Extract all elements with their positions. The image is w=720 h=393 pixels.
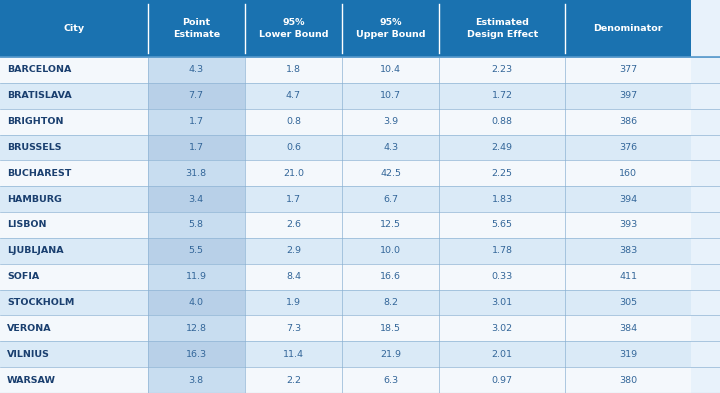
- FancyBboxPatch shape: [245, 160, 342, 186]
- FancyBboxPatch shape: [565, 186, 691, 212]
- FancyBboxPatch shape: [439, 212, 565, 238]
- FancyBboxPatch shape: [342, 160, 439, 186]
- FancyBboxPatch shape: [439, 316, 565, 341]
- Text: 0.97: 0.97: [492, 376, 513, 385]
- FancyBboxPatch shape: [439, 83, 565, 109]
- Text: 10.7: 10.7: [380, 91, 401, 100]
- Text: 3.8: 3.8: [189, 376, 204, 385]
- Text: 397: 397: [619, 91, 637, 100]
- FancyBboxPatch shape: [245, 134, 342, 160]
- FancyBboxPatch shape: [0, 134, 148, 160]
- Text: 18.5: 18.5: [380, 324, 401, 333]
- Text: 1.72: 1.72: [492, 91, 513, 100]
- Text: 5.8: 5.8: [189, 220, 204, 230]
- Text: Denominator: Denominator: [593, 24, 663, 33]
- FancyBboxPatch shape: [0, 212, 148, 238]
- FancyBboxPatch shape: [439, 367, 565, 393]
- FancyBboxPatch shape: [342, 238, 439, 264]
- FancyBboxPatch shape: [148, 212, 245, 238]
- FancyBboxPatch shape: [148, 160, 245, 186]
- FancyBboxPatch shape: [245, 238, 342, 264]
- FancyBboxPatch shape: [342, 109, 439, 134]
- FancyBboxPatch shape: [245, 0, 342, 57]
- Text: 7.3: 7.3: [286, 324, 301, 333]
- FancyBboxPatch shape: [0, 109, 148, 134]
- Text: BRATISLAVA: BRATISLAVA: [7, 91, 72, 100]
- FancyBboxPatch shape: [148, 186, 245, 212]
- Text: 12.5: 12.5: [380, 220, 401, 230]
- Text: 319: 319: [619, 350, 637, 359]
- Text: 10.4: 10.4: [380, 65, 401, 74]
- FancyBboxPatch shape: [565, 367, 691, 393]
- Text: 21.0: 21.0: [283, 169, 304, 178]
- Text: 7.7: 7.7: [189, 91, 204, 100]
- Text: 31.8: 31.8: [186, 169, 207, 178]
- Text: 393: 393: [619, 220, 637, 230]
- FancyBboxPatch shape: [148, 316, 245, 341]
- FancyBboxPatch shape: [148, 0, 245, 57]
- FancyBboxPatch shape: [0, 57, 148, 83]
- FancyBboxPatch shape: [439, 134, 565, 160]
- Text: 4.3: 4.3: [189, 65, 204, 74]
- FancyBboxPatch shape: [342, 0, 439, 57]
- FancyBboxPatch shape: [0, 160, 148, 186]
- FancyBboxPatch shape: [342, 367, 439, 393]
- Text: City: City: [63, 24, 84, 33]
- Text: 4.0: 4.0: [189, 298, 204, 307]
- FancyBboxPatch shape: [342, 316, 439, 341]
- FancyBboxPatch shape: [0, 238, 148, 264]
- FancyBboxPatch shape: [0, 367, 148, 393]
- Text: HAMBURG: HAMBURG: [7, 195, 62, 204]
- FancyBboxPatch shape: [148, 109, 245, 134]
- FancyBboxPatch shape: [565, 264, 691, 290]
- FancyBboxPatch shape: [148, 367, 245, 393]
- FancyBboxPatch shape: [439, 290, 565, 316]
- FancyBboxPatch shape: [342, 57, 439, 83]
- FancyBboxPatch shape: [0, 264, 148, 290]
- FancyBboxPatch shape: [0, 0, 148, 57]
- Text: 1.9: 1.9: [286, 298, 301, 307]
- FancyBboxPatch shape: [245, 290, 342, 316]
- FancyBboxPatch shape: [439, 57, 565, 83]
- Text: LJUBLJANA: LJUBLJANA: [7, 246, 64, 255]
- Text: 380: 380: [619, 376, 637, 385]
- FancyBboxPatch shape: [148, 290, 245, 316]
- Text: 160: 160: [619, 169, 637, 178]
- FancyBboxPatch shape: [245, 367, 342, 393]
- FancyBboxPatch shape: [565, 83, 691, 109]
- FancyBboxPatch shape: [245, 186, 342, 212]
- FancyBboxPatch shape: [342, 341, 439, 367]
- Text: 12.8: 12.8: [186, 324, 207, 333]
- FancyBboxPatch shape: [245, 316, 342, 341]
- FancyBboxPatch shape: [342, 212, 439, 238]
- Text: 0.8: 0.8: [286, 117, 301, 126]
- Text: 394: 394: [619, 195, 637, 204]
- Text: 1.83: 1.83: [492, 195, 513, 204]
- Text: 16.3: 16.3: [186, 350, 207, 359]
- FancyBboxPatch shape: [245, 212, 342, 238]
- Text: 3.4: 3.4: [189, 195, 204, 204]
- Text: 1.7: 1.7: [286, 195, 301, 204]
- Text: 10.0: 10.0: [380, 246, 401, 255]
- Text: 8.2: 8.2: [383, 298, 398, 307]
- FancyBboxPatch shape: [439, 238, 565, 264]
- FancyBboxPatch shape: [148, 83, 245, 109]
- Text: 0.6: 0.6: [286, 143, 301, 152]
- FancyBboxPatch shape: [148, 264, 245, 290]
- Text: BRUSSELS: BRUSSELS: [7, 143, 62, 152]
- FancyBboxPatch shape: [0, 186, 148, 212]
- FancyBboxPatch shape: [565, 212, 691, 238]
- Text: 411: 411: [619, 272, 637, 281]
- FancyBboxPatch shape: [439, 341, 565, 367]
- Text: 11.4: 11.4: [283, 350, 304, 359]
- Text: 2.25: 2.25: [492, 169, 513, 178]
- FancyBboxPatch shape: [439, 0, 565, 57]
- FancyBboxPatch shape: [342, 186, 439, 212]
- FancyBboxPatch shape: [439, 160, 565, 186]
- Text: 4.3: 4.3: [383, 143, 398, 152]
- Text: 384: 384: [619, 324, 637, 333]
- FancyBboxPatch shape: [565, 109, 691, 134]
- FancyBboxPatch shape: [439, 186, 565, 212]
- FancyBboxPatch shape: [148, 238, 245, 264]
